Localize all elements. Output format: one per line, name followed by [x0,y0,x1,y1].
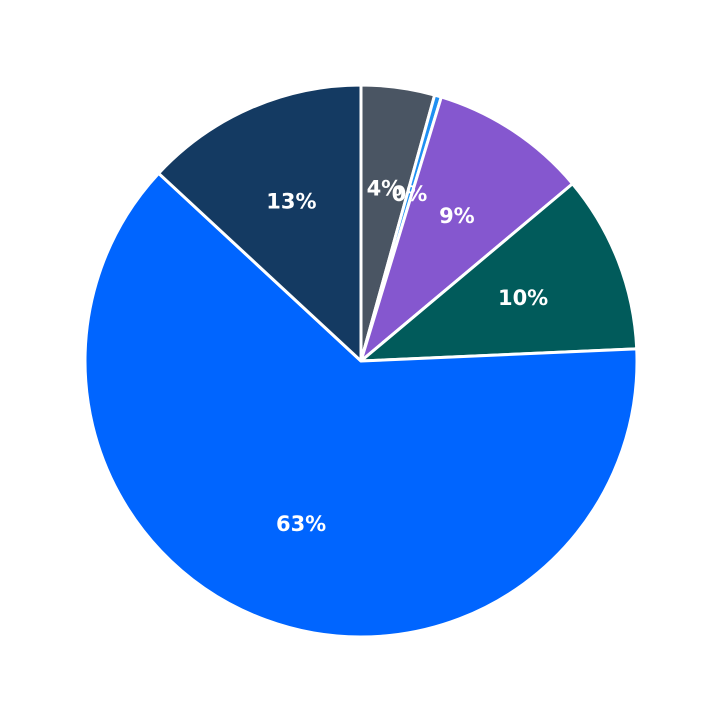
pie-slice-label-1: 0% [392,182,428,206]
pie-slice-5 [157,83,363,363]
pie-slice-2 [359,95,575,363]
pie-slice-label-2: 9% [439,204,475,228]
pie-slice-label-3: 10% [498,286,548,310]
pie-slice-label-5: 13% [266,190,316,214]
pie-slice-label-4: 63% [276,512,326,536]
pie-slice-labels: 4%0% 9% 10% 63% 13% [266,177,548,537]
pie-slice-3 [359,182,639,363]
pie-slice-label-0: 4% [367,177,403,201]
pie-slices [83,83,639,639]
pie-slice-4 [83,171,639,639]
